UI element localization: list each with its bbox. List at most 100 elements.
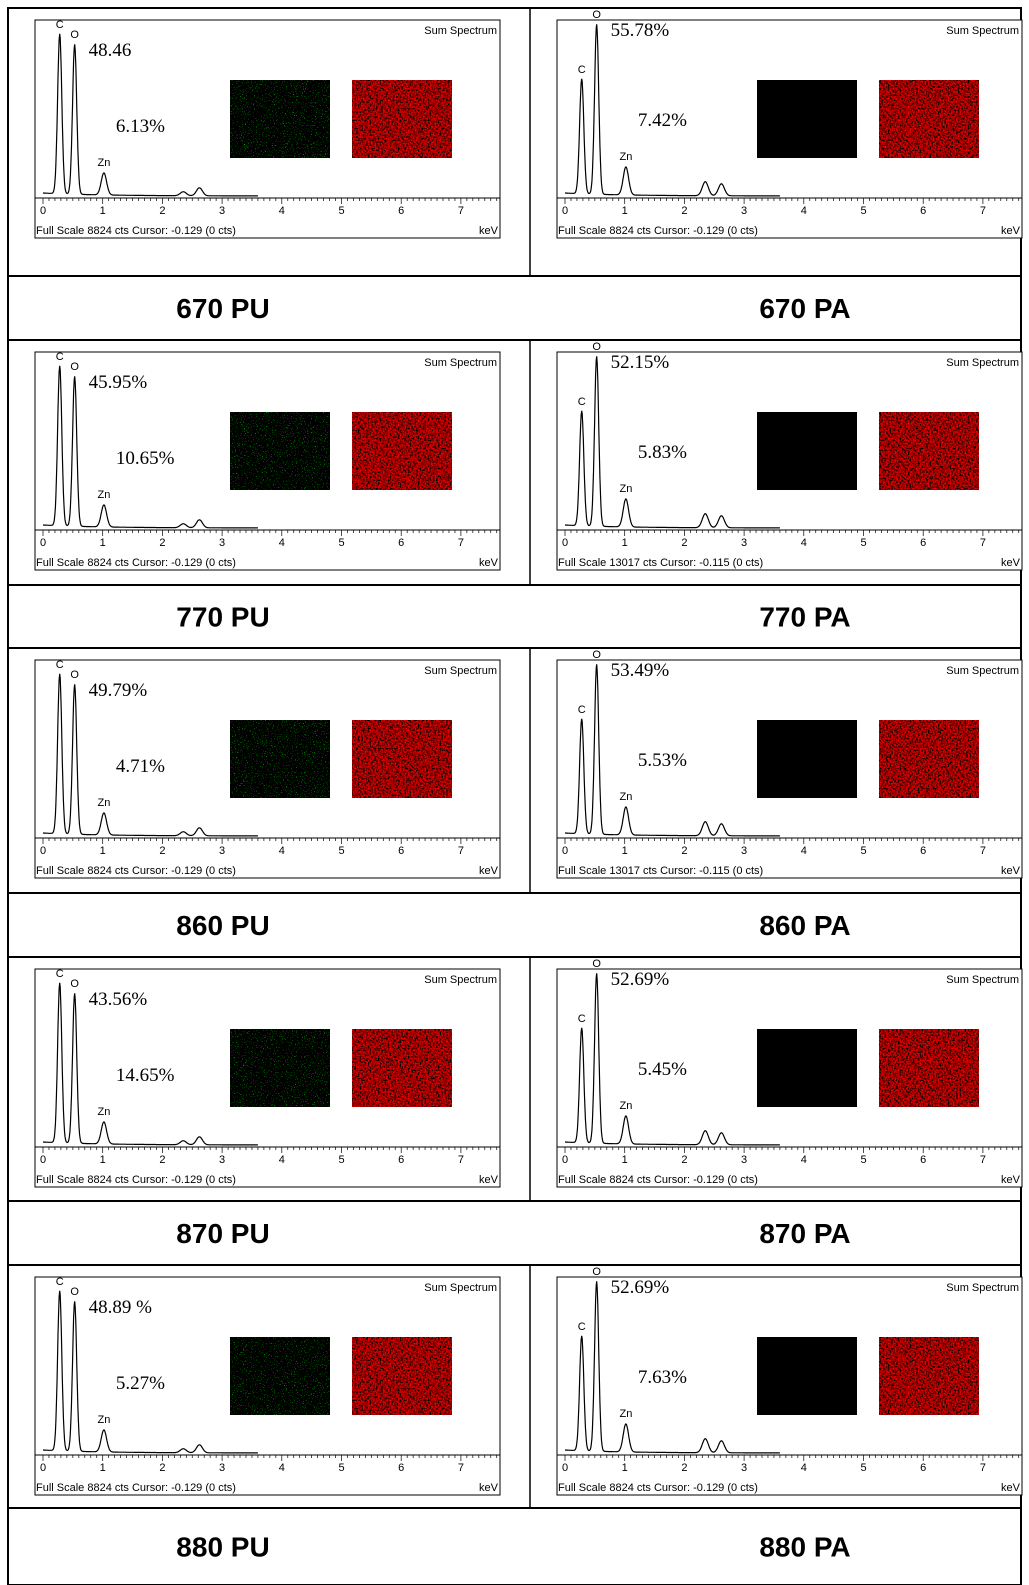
o-percent: 52.15% (611, 352, 670, 373)
x-tick-label: 3 (219, 1154, 225, 1166)
x-tick-label: 7 (458, 845, 464, 857)
zn-map-noise (230, 80, 330, 158)
zn-map-noise (230, 1029, 330, 1107)
zn-percent: 5.83% (638, 442, 687, 463)
peak-label: O (70, 1286, 79, 1298)
zn-map (757, 1337, 857, 1415)
peak-label: Zn (97, 797, 110, 809)
o-percent: 55.78% (611, 20, 670, 41)
zn-percent: 14.65% (116, 1065, 175, 1086)
peak-label: Zn (97, 157, 110, 169)
x-tick-label: 0 (40, 845, 46, 857)
x-tick-label: 4 (279, 845, 285, 857)
x-tick-label: 2 (681, 1462, 687, 1474)
x-tick-label: 2 (681, 205, 687, 217)
spectrum-panel: Sum Spectrum01234567keVFull Scale 8824 c… (557, 1266, 1022, 1495)
sample-caption: 770 PA (759, 602, 850, 633)
peak-label: C (578, 64, 586, 76)
zn-percent: 5.27% (116, 1373, 165, 1394)
peak-label: C (56, 659, 64, 671)
x-tick-label: 0 (40, 1154, 46, 1166)
sample-caption: 880 PU (176, 1532, 269, 1563)
spectrum-title: Sum Spectrum (946, 665, 1019, 677)
x-tick-label: 2 (681, 1154, 687, 1166)
figure: Sum Spectrum 0 1 2 3 4 5 6 7 keV Full Scale 8824 c… (0, 0, 1029, 1585)
x-tick-label: 5 (860, 205, 866, 217)
peak-label: Zn (619, 1100, 632, 1112)
peak-label: O (592, 341, 601, 353)
x-tick-label: 7 (458, 1462, 464, 1474)
spectrum-footer: Full Scale 8824 cts Cursor: -0.129 (0 ct… (36, 557, 236, 569)
x-tick-label: 4 (801, 845, 807, 857)
o-percent: 49.79% (89, 680, 148, 701)
x-tick-label: 6 (920, 537, 926, 549)
x-tick-label: 0 (40, 1462, 46, 1474)
sample-caption: 870 PU (176, 1218, 269, 1249)
c-map (879, 412, 979, 490)
spectrum-footer: Full Scale 13017 cts Cursor: -0.115 (0 c… (558, 557, 763, 569)
zn-percent: 10.65% (116, 448, 175, 469)
x-tick-label: 5 (860, 1462, 866, 1474)
peak-label: O (592, 958, 601, 970)
spectrum-panel: Sum Spectrum01234567keVFull Scale 13017 … (557, 649, 1022, 878)
x-tick-label: 3 (219, 1462, 225, 1474)
axis-unit: keV (1001, 1482, 1021, 1494)
c-map (352, 1337, 452, 1415)
x-tick-label: 6 (920, 1462, 926, 1474)
o-percent: 48.89 % (89, 1297, 152, 1318)
o-percent: 52.69% (611, 1277, 670, 1298)
axis-unit: keV (479, 225, 499, 237)
axis-unit: keV (479, 865, 499, 877)
peak-label: Zn (97, 489, 110, 501)
spectrum-panel: Sum Spectrum01234567keVFull Scale 13017 … (557, 341, 1022, 570)
x-tick-label: 7 (980, 1154, 986, 1166)
x-tick-label: 5 (338, 1154, 344, 1166)
x-tick-label: 4 (279, 537, 285, 549)
zn-percent: 5.53% (638, 750, 687, 771)
c-map (352, 412, 452, 490)
axis-unit: keV (1001, 557, 1021, 569)
axis-unit: keV (1001, 225, 1021, 237)
x-tick-label: 1 (100, 1462, 106, 1474)
x-tick-label: 1 (100, 205, 106, 217)
axis-unit: keV (479, 1174, 499, 1186)
peak-label: O (70, 361, 79, 373)
x-tick-label: 6 (398, 845, 404, 857)
x-tick-label: 2 (681, 537, 687, 549)
peak-label: O (592, 649, 601, 661)
peak-label: C (56, 351, 64, 363)
x-tick-label: 1 (622, 845, 628, 857)
zn-map-noise (230, 720, 330, 798)
zn-map-noise (230, 1337, 330, 1415)
peak-label: Zn (619, 791, 632, 803)
peak-label: Zn (97, 1106, 110, 1118)
x-tick-label: 2 (681, 845, 687, 857)
x-tick-label: 5 (860, 845, 866, 857)
peak-label: C (56, 19, 64, 31)
x-tick-label: 4 (279, 1154, 285, 1166)
x-tick-label: 6 (398, 537, 404, 549)
axis-unit: keV (479, 1482, 499, 1494)
x-tick-label: 0 (40, 537, 46, 549)
zn-percent: 5.45% (638, 1059, 687, 1080)
x-tick-label: 0 (40, 205, 46, 217)
peak-label: C (578, 1013, 586, 1025)
o-percent: 45.95% (89, 372, 148, 393)
c-map (879, 80, 979, 158)
zn-percent: 6.13% (116, 116, 165, 137)
sample-caption: 860 PA (759, 910, 850, 941)
x-tick-label: 7 (980, 845, 986, 857)
x-tick-label: 3 (219, 537, 225, 549)
c-map (879, 1337, 979, 1415)
x-tick-label: 3 (741, 205, 747, 217)
x-tick-label: 3 (741, 537, 747, 549)
x-tick-label: 4 (279, 1462, 285, 1474)
o-percent: 53.49% (611, 660, 670, 681)
peak-label: Zn (97, 1414, 110, 1426)
spectrum-footer: Full Scale 8824 cts Cursor: -0.129 (0 ct… (558, 1174, 758, 1186)
x-tick-label: 0 (562, 205, 568, 217)
spectrum-footer: Full Scale 13017 cts Cursor: -0.115 (0 c… (558, 865, 763, 877)
